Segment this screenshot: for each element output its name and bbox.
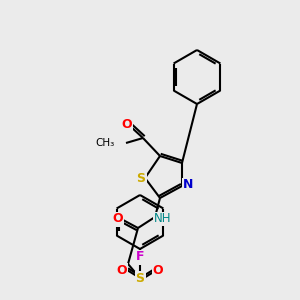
Text: F: F [136,250,144,263]
Text: O: O [117,263,127,277]
Text: N: N [183,178,193,191]
Text: O: O [122,118,132,130]
Text: S: S [136,172,146,184]
Text: S: S [136,272,145,284]
Text: O: O [113,212,123,226]
Text: NH: NH [154,212,172,226]
Text: CH₃: CH₃ [96,138,115,148]
Text: O: O [153,263,163,277]
